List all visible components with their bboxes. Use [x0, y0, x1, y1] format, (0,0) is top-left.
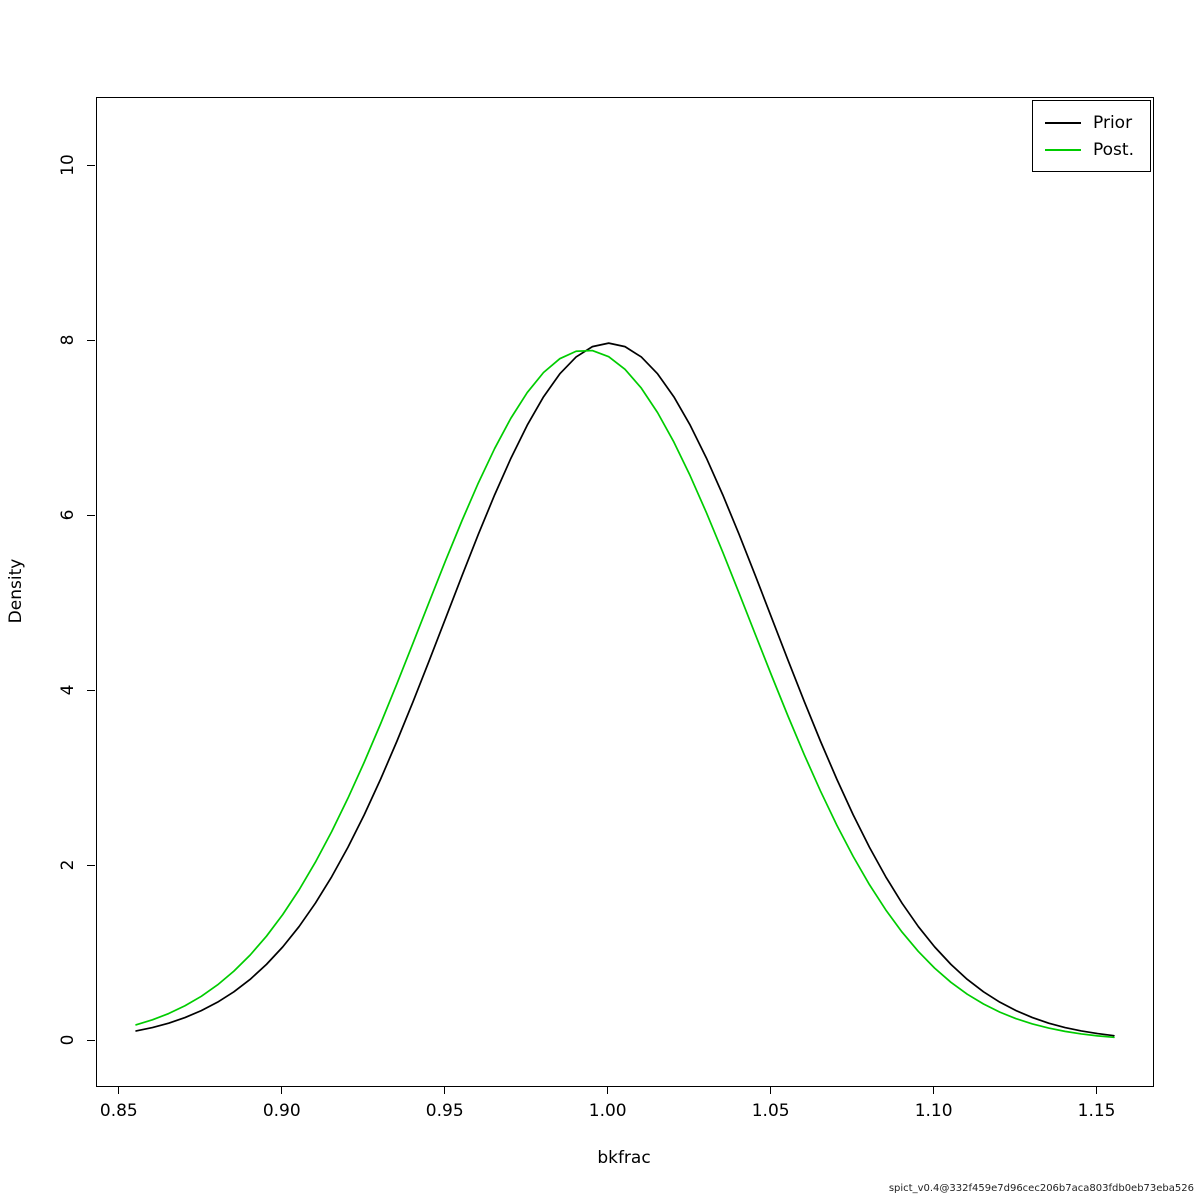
y-tick-mark: [87, 864, 95, 866]
x-tick-label: 1.15: [1077, 1101, 1116, 1121]
legend: Prior Post.: [1032, 100, 1151, 172]
x-tick-mark: [444, 1086, 446, 1094]
x-tick-mark: [281, 1086, 283, 1094]
y-tick-label: 10: [58, 154, 78, 177]
x-tick-label: 1.10: [914, 1101, 953, 1121]
y-tick-mark: [87, 514, 95, 516]
y-tick-label: 8: [58, 334, 78, 346]
version-watermark: spict_v0.4@332f459e7d96cec206b7aca803fdb…: [888, 1183, 1194, 1194]
x-tick-label: 1.05: [751, 1101, 790, 1121]
legend-entry: Prior: [1045, 109, 1134, 136]
curve-prior: [135, 342, 1115, 1037]
x-axis-label: bkfrac: [597, 1148, 651, 1168]
y-tick-mark: [87, 1039, 95, 1041]
y-tick-mark: [87, 689, 95, 691]
x-tick-mark: [933, 1086, 935, 1094]
y-tick-mark: [87, 339, 95, 341]
x-tick-mark: [118, 1086, 120, 1094]
x-tick-mark: [770, 1086, 772, 1094]
legend-label: Prior: [1093, 112, 1133, 133]
x-tick-mark: [1096, 1086, 1098, 1094]
x-tick-label: 0.85: [99, 1101, 138, 1121]
y-tick-label: 6: [58, 509, 78, 521]
x-tick-label: 1.00: [588, 1101, 627, 1121]
y-tick-mark: [87, 164, 95, 166]
x-tick-mark: [607, 1086, 609, 1094]
x-tick-label: 0.95: [425, 1101, 464, 1121]
plot-area: Prior Post.: [96, 97, 1154, 1087]
curve-post: [135, 349, 1115, 1039]
y-tick-label: 4: [58, 684, 78, 696]
legend-entry: Post.: [1045, 136, 1134, 163]
y-tick-label: 2: [58, 859, 78, 871]
legend-line-sample: [1045, 121, 1082, 124]
y-axis-label: Density: [6, 558, 26, 624]
density-curves: [135, 342, 1115, 1039]
x-tick-label: 0.90: [262, 1101, 301, 1121]
legend-line-sample: [1045, 148, 1082, 151]
legend-label: Post.: [1093, 139, 1134, 160]
y-tick-label: 0: [58, 1034, 78, 1046]
